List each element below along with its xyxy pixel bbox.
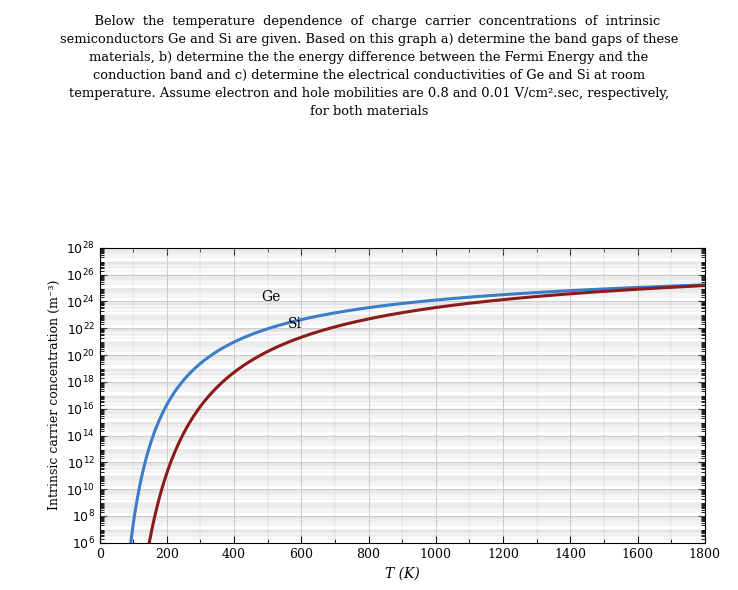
Y-axis label: Intrinsic carrier concentration (m⁻³): Intrinsic carrier concentration (m⁻³) (48, 280, 61, 510)
Text: Si: Si (288, 317, 302, 331)
X-axis label: T (K): T (K) (384, 566, 420, 580)
Text: Ge: Ge (261, 290, 280, 304)
Text: Below  the  temperature  dependence  of  charge  carrier  concentrations  of  in: Below the temperature dependence of char… (60, 15, 678, 118)
